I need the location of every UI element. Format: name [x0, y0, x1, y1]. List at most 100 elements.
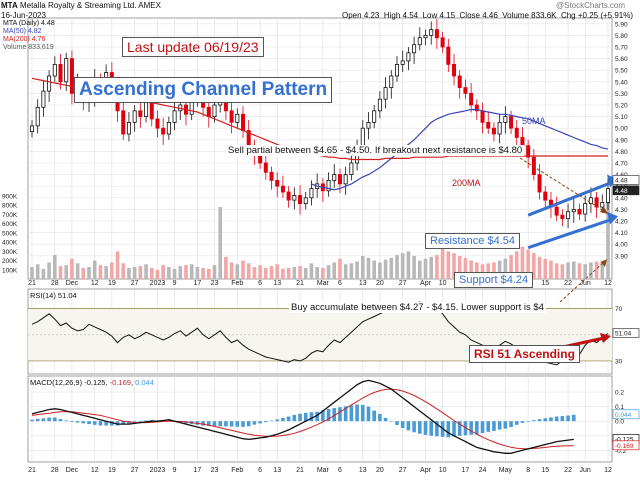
volume-bar [298, 266, 302, 279]
macd-histogram-bar [229, 421, 234, 427]
volume-bar [47, 262, 51, 279]
volume-bar [526, 249, 530, 279]
candle [172, 110, 177, 123]
volume-bar [258, 265, 262, 279]
volume-bar [127, 267, 131, 279]
candle [480, 110, 485, 123]
sell-pointer [519, 157, 605, 212]
candle [583, 203, 588, 215]
price-badge [612, 185, 640, 196]
volume-bar [446, 251, 451, 279]
volume-value: Volume 833.6K [502, 11, 557, 20]
macd-histogram-bar [469, 421, 473, 435]
rsi-line [31, 301, 609, 366]
x-tick-label: 20 [376, 280, 384, 287]
volume-bar [264, 267, 268, 279]
candle [366, 122, 371, 129]
macd-histogram-bar [475, 421, 479, 435]
legend-ma200: MA(200) 4.76 [3, 36, 46, 43]
candle [606, 188, 611, 203]
volume-bar [70, 258, 74, 279]
x-tick-label: Dec [66, 280, 79, 287]
candle [600, 202, 605, 208]
ticker: MTA [1, 1, 18, 10]
macd-histogram-bar [281, 417, 285, 422]
x-tick-label: 27 [131, 280, 139, 287]
macd-badge [612, 409, 640, 420]
watermark: @StockCharts.com [556, 1, 626, 10]
macd-histogram-bar [92, 421, 97, 425]
candle [286, 191, 291, 201]
macd-histogram-bar [138, 421, 143, 422]
x-tick-label: 21 [296, 467, 304, 474]
macd-histogram-bar [115, 421, 120, 426]
price-tick-label: 4.30 [615, 207, 628, 214]
candle [423, 35, 428, 39]
open-value: 4.23 [363, 11, 380, 20]
macd-histogram-bar [275, 419, 280, 422]
macd-badge-text: -0.125 [615, 436, 634, 443]
ma50-line [311, 108, 609, 191]
candle [206, 106, 211, 117]
macd-histogram-bar [144, 420, 148, 422]
x-tick-label: 6 [258, 280, 262, 287]
x-tick-label: 19 [108, 280, 116, 287]
price-tick-label: 5.50 [615, 68, 628, 75]
macd-histogram-bar [167, 419, 171, 422]
volume-bar [412, 255, 416, 279]
price-tick-label: 4.80 [615, 149, 628, 156]
price-tick-label: 5.80 [615, 33, 628, 40]
macd-histogram-bar [292, 414, 297, 422]
macd-histogram-bar [492, 421, 496, 431]
candle [372, 110, 377, 123]
x-tick-label: 15 [541, 280, 549, 287]
candle [292, 195, 297, 201]
candle [543, 191, 548, 201]
volume-bar [406, 251, 411, 279]
volume-bar [229, 262, 234, 279]
volume-bar [64, 265, 69, 279]
x-tick-label: 13 [359, 467, 367, 474]
rsi-badge-text: 51.04 [615, 330, 632, 337]
volume-bar [389, 257, 394, 279]
candle [406, 52, 411, 62]
macd-histogram-bar [355, 404, 359, 422]
volume-bar [355, 261, 359, 279]
x-tick-label: 17 [193, 467, 201, 474]
candle [126, 122, 131, 135]
x-tick-label: 20 [376, 467, 384, 474]
buy-pointer-arrow [601, 259, 607, 267]
legend-main: MTA (Daily) 4.48 [3, 20, 55, 27]
macd-histogram-bar [81, 421, 86, 424]
x-tick-label: 12 [604, 280, 612, 287]
volume-bar [338, 258, 342, 279]
volume-bar [269, 266, 274, 279]
macd-histogram-bar [383, 417, 388, 422]
candle [241, 113, 246, 131]
price-tick-label: 4.40 [615, 195, 628, 202]
volume-bar [292, 267, 297, 279]
volume-bar [81, 267, 86, 279]
volume-bar [532, 253, 536, 279]
candle [229, 110, 234, 123]
candle [155, 118, 160, 129]
volume-bar [509, 255, 513, 279]
macd-histogram-bar [532, 420, 536, 422]
price-tick-label: 4.10 [615, 230, 628, 237]
volume-bar [606, 202, 610, 279]
volume-bar [372, 260, 376, 279]
macd-histogram-bar [549, 417, 553, 422]
volume-bar [378, 262, 382, 279]
x-tick-label: 22 [564, 467, 572, 474]
macd-histogram-bar [423, 421, 428, 435]
macd-histogram-bar [298, 413, 302, 422]
volume-bar [475, 262, 479, 279]
x-tick-label: 13 [273, 280, 281, 287]
low-value: 4.15 [439, 11, 456, 20]
volume-bar [281, 268, 285, 279]
macd-histogram-bar [201, 421, 205, 426]
candle [412, 44, 417, 54]
x-tick-label: Feb [231, 280, 243, 287]
macd-tick-label: 0.2 [615, 390, 624, 397]
volume-bar [560, 264, 565, 279]
